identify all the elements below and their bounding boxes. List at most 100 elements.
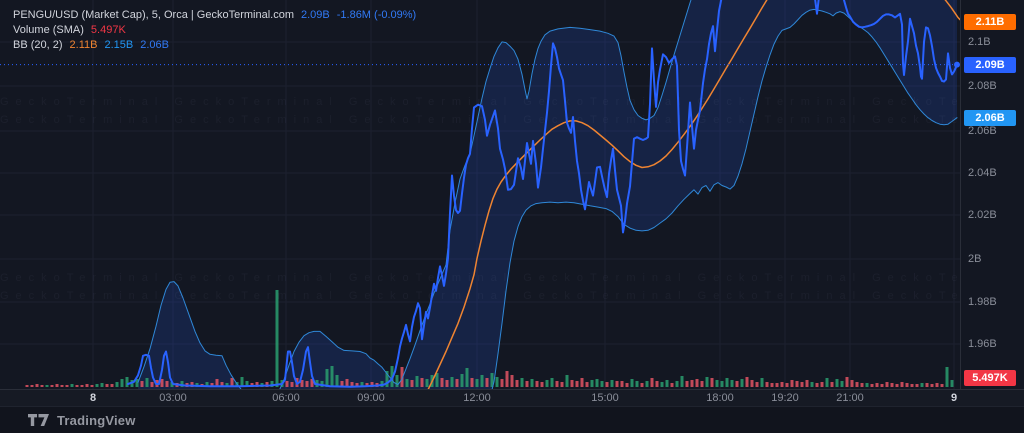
volume-bar [630, 379, 634, 387]
volume-bar [465, 368, 469, 387]
volume-bar [65, 385, 69, 387]
time-axis-label: 06:00 [272, 392, 300, 404]
price-axis-label: 2.08B [968, 80, 997, 92]
volume-bar [875, 383, 879, 387]
volume-bar [920, 383, 924, 387]
volume-bar [340, 381, 344, 387]
volume-bar [110, 384, 114, 387]
volume-bar [425, 379, 429, 387]
volume-bar [330, 366, 334, 387]
volume-bar [545, 380, 549, 387]
volume-bar [275, 290, 279, 387]
volume-bar [660, 382, 664, 387]
volume-bar [455, 379, 459, 387]
volume-bar [205, 382, 209, 387]
volume-bar [640, 383, 644, 387]
price-axis[interactable]: 2.1B 2.08B 2.06B 2.04B 2.02B 2B 1.98B 1.96B 2.11… [960, 0, 1024, 406]
volume-bar [365, 383, 369, 387]
volume-bar [675, 381, 679, 387]
price-chart-canvas[interactable] [0, 0, 960, 389]
volume-bar [560, 382, 564, 387]
bb-upper-value: 2.15B [104, 39, 134, 51]
volume-bar [815, 383, 819, 387]
volume-bar [385, 371, 389, 387]
price-axis-badge: 5.497K [964, 370, 1016, 386]
price-axis-label: 2.04B [968, 167, 997, 179]
volume-bar [720, 381, 724, 387]
volume-bar [890, 383, 894, 387]
volume-bar [805, 380, 809, 387]
volume-bar [420, 378, 424, 387]
volume-bar [165, 381, 169, 387]
price-axis-label: 2.1B [968, 36, 991, 48]
volume-bar [735, 381, 739, 387]
volume-bar [825, 378, 829, 387]
volume-bar [360, 382, 364, 387]
symbol-legend-row[interactable]: PENGU/USD (Market Cap), 5, Orca | GeckoT… [13, 8, 416, 23]
volume-bar [140, 381, 144, 387]
volume-bar [395, 375, 399, 387]
volume-bar [230, 378, 234, 387]
volume-bar [535, 381, 539, 387]
volume-bar [570, 380, 574, 387]
volume-bar [50, 385, 54, 387]
volume-bar [460, 374, 464, 387]
bb-legend-row[interactable]: BB (20, 2) 2.11B 2.15B 2.06B [13, 38, 416, 53]
volume-bar [820, 382, 824, 387]
volume-bar [90, 385, 94, 387]
volume-bar [290, 382, 294, 387]
volume-bar [180, 381, 184, 387]
volume-bar [415, 376, 419, 387]
volume-bar [810, 382, 814, 387]
bb_basis-line [427, 0, 960, 389]
time-axis-label: 9 [950, 392, 958, 404]
volume-bar [95, 384, 99, 387]
volume-bar [300, 380, 304, 387]
volume-bar [85, 384, 89, 387]
last-price-dot [954, 61, 960, 68]
volume-bar [475, 379, 479, 387]
time-axis-label: 03:00 [159, 392, 187, 404]
tradingview-logo-link[interactable]: TradingView [28, 413, 136, 428]
volume-bar [740, 379, 744, 387]
chart-pane[interactable]: GeckoTerminal GeckoTerminal GeckoTermina… [0, 0, 960, 389]
price-axis-badge: 2.11B [964, 14, 1016, 30]
time-axis-label: 12:00 [463, 392, 491, 404]
volume-bar [565, 375, 569, 387]
volume-bar [840, 381, 844, 387]
volume-bar [780, 382, 784, 387]
bb-basis-value: 2.11B [69, 39, 98, 51]
volume-bar [80, 385, 84, 387]
volume-bar [715, 380, 719, 387]
volume-bar [575, 381, 579, 387]
volume-bar [925, 383, 929, 387]
volume-legend-row[interactable]: Volume (SMA) 5.497K [13, 23, 416, 38]
volume-bar [695, 379, 699, 387]
volume-bar [350, 382, 354, 387]
volume-bar [730, 380, 734, 387]
volume-bar [510, 375, 514, 387]
volume-bar [945, 367, 949, 387]
volume-bar [355, 383, 359, 387]
volume-bar [590, 380, 594, 387]
volume-bar [900, 382, 904, 387]
volume-bar [605, 382, 609, 387]
volume-bar [785, 383, 789, 387]
price-axis-label: 2.02B [968, 209, 997, 221]
volume-bar [625, 383, 629, 387]
volume-bar [760, 378, 764, 387]
bb_lower-line [491, 8, 958, 389]
volume-bar [615, 381, 619, 387]
volume-bar [710, 378, 714, 387]
bottom-toolbar: TradingView [0, 406, 1024, 433]
volume-bar [240, 377, 244, 387]
volume-bar [595, 379, 599, 387]
volume-bar [120, 379, 124, 387]
volume-bar [530, 379, 534, 387]
time-axis[interactable]: 8 03:00 06:00 09:00 12:00 15:00 18:00 19:20 21:0… [0, 389, 1024, 406]
price-axis-label: 2B [968, 253, 982, 265]
volume-bar [940, 384, 944, 387]
volume-bar [135, 379, 139, 387]
time-axis-label: 15:00 [591, 392, 619, 404]
